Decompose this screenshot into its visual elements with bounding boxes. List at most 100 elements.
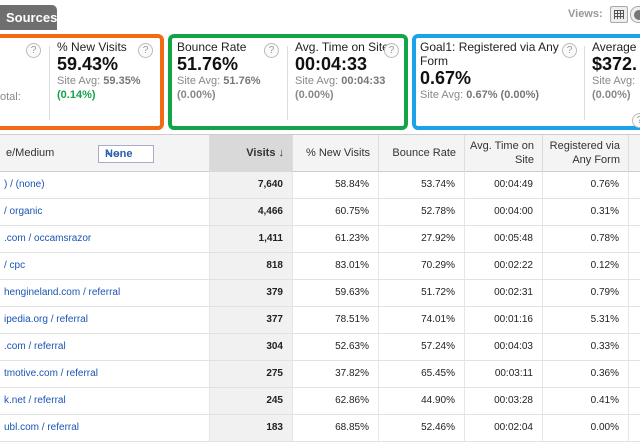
views-label: Views: — [568, 8, 603, 20]
scorecard-avg: Site Avg: — [592, 75, 636, 87]
cell-bounce: 51.72% — [378, 280, 464, 306]
cell-goal: 0.31% — [542, 199, 628, 225]
cell-source[interactable]: ipedia.org / referral — [4, 314, 88, 325]
cell-source[interactable]: k.net / referral — [4, 395, 66, 406]
cell-source[interactable]: / organic — [4, 206, 43, 217]
scorecard-avg: Site Avg: 00:04:33 — [295, 75, 386, 87]
cell-time: 00:02:22 — [464, 253, 542, 279]
help-icon[interactable]: ? — [264, 43, 279, 58]
cell-next — [628, 199, 640, 225]
table-row: k.net / referral 245 62.86% 44.90% 00:03:28 0… — [0, 388, 640, 415]
table-row: tmotive.com / referral 275 37.82% 65.45% 00:… — [0, 361, 640, 388]
cell-source[interactable]: tmotive.com / referral — [4, 368, 98, 379]
cell-visits: 377 — [209, 307, 292, 333]
cell-visits: 183 — [209, 415, 292, 441]
cell-bounce: 52.78% — [378, 199, 464, 225]
cell-new: 52.63% — [292, 334, 378, 360]
cell-source[interactable]: ubl.com / referral — [4, 422, 80, 433]
column-header-source[interactable]: e/Medium None ⌄⌄ — [0, 135, 209, 172]
column-header-new-visits[interactable]: % New Visits — [292, 135, 378, 172]
cell-next — [628, 253, 640, 279]
table-view-button[interactable] — [610, 6, 628, 23]
help-icon[interactable]: ? — [138, 43, 153, 58]
scorecard-value: 0.67% — [420, 68, 472, 88]
table-row: .com / referral 304 52.63% 57.24% 00:04:03 0.… — [0, 334, 640, 361]
cell-source[interactable]: / cpc — [4, 260, 26, 271]
scorecard-avg: Site Avg: 51.76% — [177, 75, 261, 87]
scorecard-value: 59.43% — [57, 54, 119, 74]
scorecard-avg: Site Avg: 59.35% — [57, 75, 141, 87]
cell-new: 68.85% — [292, 415, 378, 441]
cell-goal: 0.78% — [542, 226, 628, 252]
cell-time: 00:03:11 — [464, 361, 542, 387]
table-row: .com / occamsrazor 1,411 61.23% 27.92% 00:05… — [0, 226, 640, 253]
cell-time: 00:01:16 — [464, 307, 542, 333]
cell-time: 00:02:31 — [464, 280, 542, 306]
cell-source[interactable]: .com / occamsrazor — [4, 233, 92, 244]
column-header-next[interactable] — [628, 135, 640, 172]
scorecard-delta: (0.14%) — [57, 89, 96, 101]
table-row: / organic 4,466 60.75% 52.78% 00:04:00 0.31% — [0, 199, 640, 226]
scorecard-value: 00:04:33 — [295, 54, 368, 74]
scorecard-bounce-rate[interactable]: Bounce Rate 51.76% Site Avg: 51.76% (0.0… — [177, 40, 287, 102]
cell-bounce: 52.46% — [378, 415, 464, 441]
cell-new: 58.84% — [292, 172, 378, 198]
cell-next — [628, 280, 640, 306]
table-row: / cpc 818 83.01% 70.29% 00:02:22 0.12% — [0, 253, 640, 280]
cell-next — [628, 172, 640, 198]
partial-total-label: otal: — [0, 91, 21, 103]
cell-next — [628, 361, 640, 387]
scorecard-value: $372. — [592, 54, 638, 74]
cell-goal: 0.41% — [542, 388, 628, 414]
cell-bounce: 44.90% — [378, 388, 464, 414]
cell-source[interactable]: hengineland.com / referral — [4, 287, 121, 298]
sources-table: e/Medium None ⌄⌄ Visits ↓ % New Visits B… — [0, 134, 640, 444]
cell-time: 00:03:28 — [464, 388, 542, 414]
secondary-dimension-select[interactable]: None ⌄⌄ — [98, 145, 154, 163]
top-strip: Sources Views: — [0, 0, 640, 30]
cell-source[interactable]: .com / referral — [4, 341, 66, 352]
separator — [49, 46, 50, 120]
column-header-goal1[interactable]: Registered via Any Form — [542, 135, 628, 172]
help-icon[interactable]: ? — [562, 43, 577, 58]
separator — [287, 46, 288, 120]
scorecard-avg-time[interactable]: Avg. Time on Site 00:04:33 Site Avg: 00:… — [295, 40, 390, 102]
help-icon[interactable]: ? — [384, 43, 399, 58]
scorecard-new-visits[interactable]: % New Visits 59.43% Site Avg: 59.35% (0.… — [57, 40, 157, 102]
scorecard-avg: Site Avg: 0.67% (0.00%) — [420, 89, 540, 101]
pie-view-button[interactable] — [630, 6, 640, 23]
cell-visits: 4,466 — [209, 199, 292, 225]
cell-bounce: 74.01% — [378, 307, 464, 333]
cell-bounce: 65.45% — [378, 361, 464, 387]
scorecard-average[interactable]: Average $372. Site Avg: (0.00%) — [592, 40, 640, 102]
table-row: ipedia.org / referral 377 78.51% 74.01% 00:0… — [0, 307, 640, 334]
highlight-box-orange — [0, 34, 164, 130]
cell-visits: 379 — [209, 280, 292, 306]
chevron-down-icon: ⌄⌄ — [105, 147, 121, 157]
scorecard-goal1[interactable]: Goal1: Registered via Any Form 0.67% Sit… — [420, 40, 560, 102]
tab-sources[interactable]: Sources — [0, 5, 57, 30]
cell-next — [628, 307, 640, 333]
cell-time: 00:05:48 — [464, 226, 542, 252]
cell-bounce: 57.24% — [378, 334, 464, 360]
scorecard-delta: (0.00%) — [177, 89, 216, 101]
cell-new: 61.23% — [292, 226, 378, 252]
column-header-visits[interactable]: Visits ↓ — [209, 135, 292, 172]
cell-time: 00:02:04 — [464, 415, 542, 441]
table-view-icon — [614, 10, 624, 19]
cell-next — [628, 334, 640, 360]
cell-goal: 0.36% — [542, 361, 628, 387]
column-header-bounce-rate[interactable]: Bounce Rate — [378, 135, 464, 172]
sort-arrow-icon: ↓ — [278, 147, 285, 159]
help-icon[interactable]: ? — [26, 43, 41, 58]
scorecard-label: Average — [592, 40, 637, 54]
cell-source[interactable]: ) / (none) — [4, 179, 45, 190]
scorecard-label: % New Visits — [57, 40, 127, 54]
cell-visits: 7,640 — [209, 172, 292, 198]
help-icon[interactable]: ? — [632, 113, 640, 128]
partial-scorecard: otal: — [0, 90, 21, 104]
cell-bounce: 27.92% — [378, 226, 464, 252]
scorecard-delta: (0.00%) — [592, 89, 631, 101]
column-header-avg-time[interactable]: Avg. Time on Site — [464, 135, 542, 172]
cell-goal: 0.12% — [542, 253, 628, 279]
